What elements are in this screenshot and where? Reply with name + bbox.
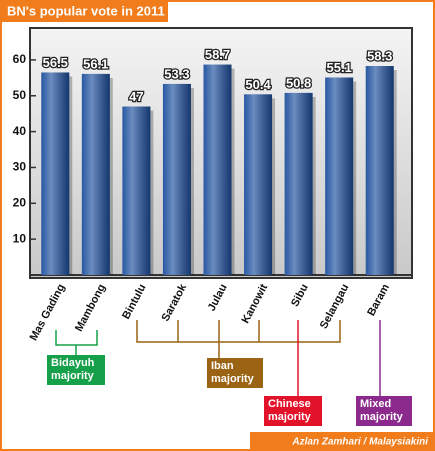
y-tick-label: 50	[13, 88, 27, 102]
bidayuh-bracket	[55, 330, 98, 355]
credit-bar	[250, 432, 435, 451]
annotation: Iban majority	[207, 358, 263, 388]
x-tick-label: Mambong	[73, 282, 108, 334]
annotation: Mixed majority	[356, 396, 412, 426]
credit: Azlan Zamhari / Malaysiakini	[291, 437, 428, 448]
x-tick-label: Julau	[206, 282, 230, 313]
bar-shine	[122, 106, 151, 276]
x-tick-label: Saratok	[160, 281, 190, 323]
value-label: 55.1	[327, 60, 352, 75]
value-label: 50.4	[245, 77, 271, 92]
brackets	[55, 320, 381, 396]
y-tick-label: 60	[13, 52, 27, 66]
value-label: 47	[129, 89, 143, 104]
y-tick-label: 10	[13, 231, 27, 245]
iban-bracket	[136, 320, 341, 358]
annotation-text: Mixed majority	[360, 398, 403, 423]
plot: 10 20 30 40 50 60 Mas Gading 56.5 Mambong 56.1 Bin…	[13, 46, 412, 343]
x-tick-label: Selangau	[318, 282, 352, 331]
bar-shine	[162, 83, 191, 275]
bar-shine	[284, 92, 313, 275]
bar-shine	[325, 77, 354, 275]
x-tick-label: Mas Gading	[28, 282, 68, 343]
value-label: 58.7	[205, 47, 230, 62]
x-tick-label: Baram	[365, 282, 392, 318]
value-label: 56.1	[83, 56, 108, 71]
value-label: 53.3	[164, 66, 189, 81]
x-tick-label: Sibu	[289, 282, 311, 309]
y-tick-label: 30	[13, 160, 27, 174]
annotation-text: Chinese majority	[268, 398, 311, 423]
y-tick-label: 20	[13, 195, 27, 209]
bar-shine	[203, 64, 232, 276]
annotation-text: Bidayuh majority	[51, 357, 95, 382]
y-tick-label: 40	[13, 124, 27, 138]
bar-shine	[244, 94, 273, 275]
annotation: Bidayuh majority	[47, 355, 105, 385]
value-label: 50.8	[286, 75, 311, 90]
bar-shine	[365, 66, 394, 275]
value-label: 56.5	[43, 55, 68, 70]
chart-title: BN's popular vote in 2011	[7, 3, 165, 18]
annotation-text: Iban majority	[211, 360, 254, 385]
value-label: 58.3	[367, 48, 392, 63]
x-tick-label: Bintulu	[120, 282, 148, 321]
bar-shine	[81, 73, 110, 275]
bar-shine	[41, 72, 70, 275]
title-bar	[0, 0, 168, 22]
annotation: Chinese majority	[264, 396, 322, 426]
x-tick-label: Kanowit	[240, 282, 271, 326]
